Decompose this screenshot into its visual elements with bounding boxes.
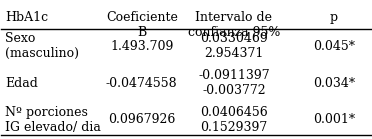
Text: 0.034*: 0.034*	[312, 77, 355, 90]
Text: 0.001*: 0.001*	[312, 113, 355, 126]
Text: p: p	[330, 11, 338, 24]
Text: 0.0967926: 0.0967926	[108, 113, 175, 126]
Text: Edad: Edad	[5, 77, 38, 90]
Text: HbA1c: HbA1c	[5, 11, 48, 24]
Text: Nº porciones
IG elevado/ dia: Nº porciones IG elevado/ dia	[5, 106, 101, 134]
Text: Intervalo de
confianza 95%: Intervalo de confianza 95%	[188, 11, 280, 39]
Text: -0.0474558: -0.0474558	[106, 77, 177, 90]
Text: 0.0330469
2.954371: 0.0330469 2.954371	[200, 32, 268, 60]
Text: Coeficiente
B: Coeficiente B	[106, 11, 178, 39]
Text: Sexo
(masculino): Sexo (masculino)	[5, 32, 79, 60]
Text: 0.0406456
0.1529397: 0.0406456 0.1529397	[200, 106, 268, 134]
Text: -0.0911397
-0.003772: -0.0911397 -0.003772	[198, 69, 270, 97]
Text: 1.493.709: 1.493.709	[110, 40, 173, 53]
Text: 0.045*: 0.045*	[313, 40, 355, 53]
